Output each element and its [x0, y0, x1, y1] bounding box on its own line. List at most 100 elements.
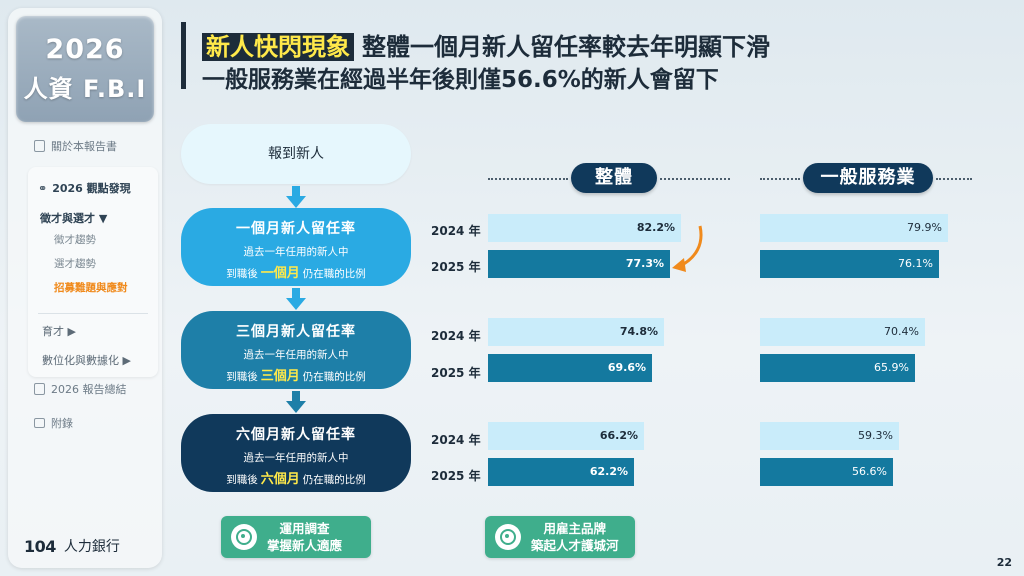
nav-panel: ⚭ 2026 觀點發現 徵才與選才 ▼ 徵才趨勢 選才趨勢 招募難題與應對 育才… [28, 167, 158, 377]
bar-overall-2024: 74.8% [488, 318, 664, 346]
header-accent-bar [181, 22, 186, 89]
desc-pre: 到職後 [226, 371, 258, 383]
nav-appendix[interactable]: 附錄 [34, 415, 73, 431]
step-desc-2: 到職後 六個月 仍在職的比例 [181, 468, 411, 487]
decline-arrow-icon [672, 225, 703, 272]
bar-general-2025: 65.9% [760, 354, 915, 382]
bar-value-label: 66.2% [599, 429, 638, 442]
step-desc: 過去一年任用的新人中 [243, 349, 349, 361]
button-label-line1: 運用調查 [279, 521, 330, 536]
desc-pre: 到職後 [226, 268, 258, 280]
flow-start: 報到新人 [181, 124, 411, 184]
bar-value-label: 56.6% [852, 465, 887, 478]
button-label-line1: 用雇主品牌 [543, 521, 607, 536]
bar-overall-2025: 69.6% [488, 354, 652, 382]
bar-value-label: 74.8% [619, 325, 658, 338]
logo-text: 人力銀行 [63, 539, 120, 555]
bar-overall-2025: 62.2% [488, 458, 634, 486]
brand-year: 2026 [45, 34, 125, 65]
nav-train[interactable]: 育才 ▶ [42, 325, 76, 338]
folder-icon [34, 418, 45, 428]
binoculars-icon: ⚭ [38, 181, 48, 195]
bar-value-label: 70.4% [884, 325, 919, 338]
year-label: 2024 年 [431, 224, 481, 238]
calendar-icon [34, 383, 45, 395]
step-title: 一個月新人留任率 [236, 221, 356, 237]
desc-highlight: 六個月 [260, 472, 300, 487]
company-logo: 104 人力銀行 [24, 536, 120, 556]
nav-appendix-label: 附錄 [51, 417, 73, 430]
bar-overall-2025: 77.3% [488, 250, 670, 278]
bar-general-2024: 79.9% [760, 214, 948, 242]
desc-post: 仍在職的比例 [302, 268, 366, 280]
logo-number: 104 [24, 536, 56, 556]
desc-pre: 到職後 [226, 474, 258, 486]
dotted-divider [760, 178, 800, 180]
year-label: 2024 年 [431, 329, 481, 343]
button-label-line2: 築起人才護城河 [531, 538, 619, 553]
bar-general-2025: 56.6% [760, 458, 893, 486]
bar-overall-2024: 66.2% [488, 422, 644, 450]
nav-recruit-challenges[interactable]: 招募難題與應對 [54, 282, 128, 294]
nav-about[interactable]: 關於本報告書 [34, 138, 117, 154]
brand-logo[interactable]: 2026 人資 F.B.I [16, 16, 154, 122]
arrow-down-icon [286, 186, 306, 208]
desc-post: 仍在職的比例 [302, 474, 366, 486]
bar-general-2025: 76.1% [760, 250, 939, 278]
page-number: 22 [996, 556, 1012, 569]
flow-step-2: 三個月新人留任率 過去一年任用的新人中 到職後 三個月 仍在職的比例 [181, 311, 411, 389]
page-title: 新人快閃現象 整體一個月新人留任率較去年明顯下滑 [202, 27, 770, 62]
divider [38, 313, 148, 314]
column-header-overall: 整體 [571, 163, 657, 193]
dotted-divider [936, 178, 972, 180]
bar-value-label: 77.3% [625, 257, 664, 270]
step-desc-2: 到職後 三個月 仍在職的比例 [181, 365, 411, 384]
target-icon [495, 524, 521, 550]
year-label: 2024 年 [431, 433, 481, 447]
bar-value-label: 79.9% [907, 221, 942, 234]
flow-step-1: 一個月新人留任率 過去一年任用的新人中 到職後 一個月 仍在職的比例 [181, 208, 411, 286]
bar-value-label: 82.2% [636, 221, 675, 234]
button-label-line2: 掌握新人適應 [267, 538, 343, 553]
arrow-down-icon [286, 391, 306, 413]
bar-general-2024: 70.4% [760, 318, 925, 346]
employer-brand-button[interactable]: 用雇主品牌 築起人才護城河 [485, 516, 635, 558]
target-icon [231, 524, 257, 550]
bar-overall-2024: 82.2% [488, 214, 681, 242]
step-desc: 過去一年任用的新人中 [243, 246, 349, 258]
nav-section-label: 2026 觀點發現 [52, 182, 131, 195]
desc-post: 仍在職的比例 [302, 371, 366, 383]
step-desc: 過去一年任用的新人中 [243, 452, 349, 464]
bar-value-label: 65.9% [874, 361, 909, 374]
dotted-divider [488, 178, 568, 180]
bar-value-label: 59.3% [858, 429, 893, 442]
nav-recruit-select[interactable]: 徵才與選才 ▼ [40, 212, 108, 225]
survey-adaptation-button[interactable]: 運用調查 掌握新人適應 [221, 516, 371, 558]
nav-about-label: 關於本報告書 [51, 140, 117, 153]
bar-general-2024: 59.3% [760, 422, 899, 450]
button-label: 用雇主品牌 築起人才護城河 [531, 520, 619, 554]
sidebar: 2026 人資 F.B.I 關於本報告書 ⚭ 2026 觀點發現 徵才與選才 ▼… [8, 8, 162, 568]
title-highlight: 新人快閃現象 [202, 33, 354, 61]
flow-step-3: 六個月新人留任率 過去一年任用的新人中 到職後 六個月 仍在職的比例 [181, 414, 411, 492]
document-icon [34, 140, 45, 152]
bar-value-label: 69.6% [607, 361, 646, 374]
nav-summary[interactable]: 2026 報告總結 [34, 381, 127, 397]
nav-section-findings[interactable]: ⚭ 2026 觀點發現 [38, 180, 131, 196]
column-header-general-service: 一般服務業 [803, 163, 933, 193]
year-label: 2025 年 [431, 260, 481, 274]
step-title: 三個月新人留任率 [236, 324, 356, 340]
nav-digital[interactable]: 數位化與數據化 ▶ [42, 354, 131, 367]
step-desc-2: 到職後 一個月 仍在職的比例 [181, 262, 411, 281]
arrow-down-icon [286, 288, 306, 310]
year-label: 2025 年 [431, 469, 481, 483]
title-line1: 整體一個月新人留任率較去年明顯下滑 [362, 33, 770, 61]
step-title: 六個月新人留任率 [236, 427, 356, 443]
button-label: 運用調查 掌握新人適應 [267, 520, 342, 554]
brand-name: 人資 F.B.I [23, 75, 147, 103]
year-label: 2025 年 [431, 366, 481, 380]
nav-summary-label: 2026 報告總結 [51, 383, 127, 396]
nav-recruit-trend[interactable]: 徵才趨勢 [54, 234, 96, 246]
nav-select-trend[interactable]: 選才趨勢 [54, 258, 96, 270]
page-subtitle: 一般服務業在經過半年後則僅56.6%的新人會留下 [202, 67, 719, 93]
